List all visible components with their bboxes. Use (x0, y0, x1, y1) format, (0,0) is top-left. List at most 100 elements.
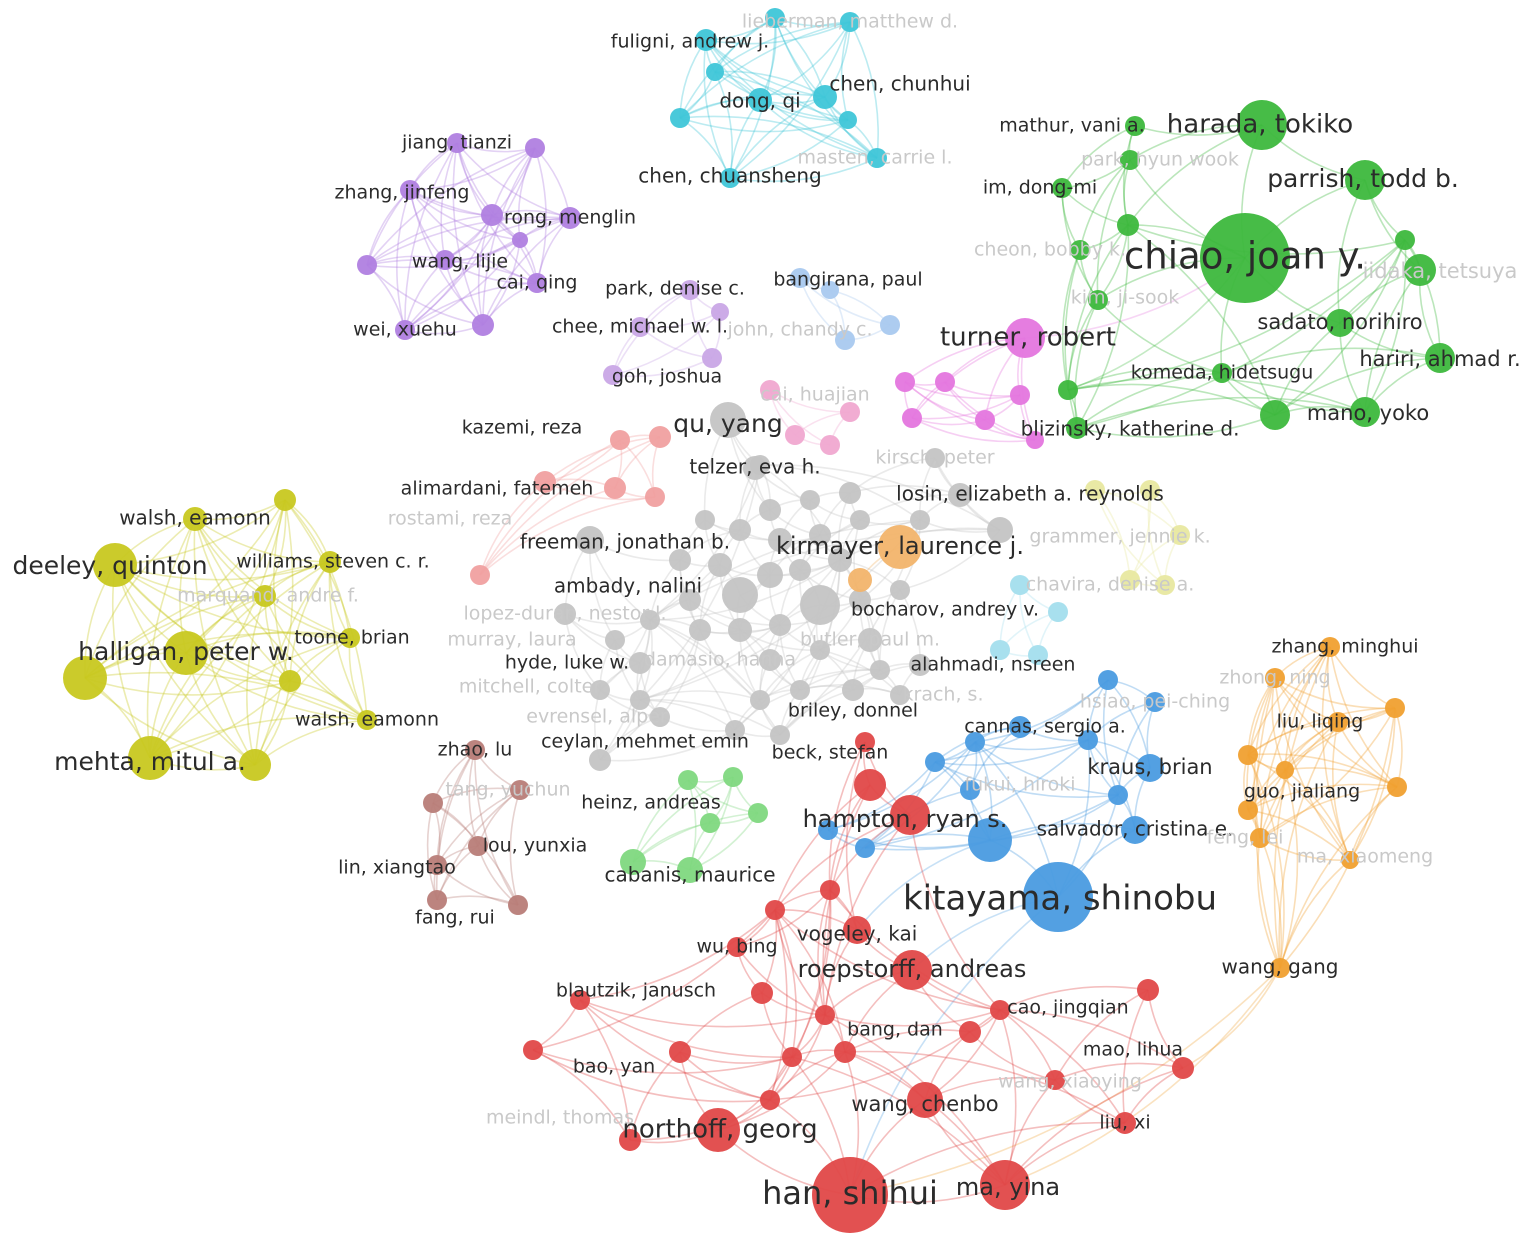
edge (1279, 707, 1396, 969)
node (670, 108, 690, 128)
node (512, 232, 528, 248)
edge (911, 394, 1021, 420)
edge (729, 157, 878, 183)
edge (366, 147, 536, 266)
node (809, 524, 831, 546)
edge (714, 71, 878, 159)
edge (934, 739, 1089, 766)
edge (444, 217, 571, 261)
edge (474, 749, 519, 906)
node (706, 63, 724, 81)
edge (482, 217, 571, 326)
edge (1332, 721, 1351, 861)
edge (1259, 786, 1398, 839)
node-label: cao, jingqian (1007, 997, 1128, 1019)
node-label: lieberman, matthew d. (742, 11, 958, 33)
edge (185, 499, 286, 654)
edge (1274, 677, 1396, 710)
node-label: mitchell, colter (459, 676, 602, 698)
edge (84, 677, 291, 696)
edge (436, 789, 521, 901)
node-label: wang, xiaoying (998, 1071, 1142, 1093)
node-label: marquand, andre f. (177, 585, 359, 607)
edge (769, 909, 788, 1101)
edge (404, 214, 493, 331)
edge (479, 436, 661, 576)
edge (479, 481, 546, 576)
edge (828, 741, 866, 891)
node (820, 880, 840, 900)
edge (904, 381, 1021, 400)
node-label: park, denise c. (605, 278, 745, 300)
edge (149, 499, 286, 759)
edge (759, 99, 878, 159)
node-label: northoff, georg (622, 1115, 817, 1145)
node (890, 580, 910, 600)
edge (1076, 372, 1223, 429)
edge (1274, 677, 1351, 861)
node (1088, 290, 1108, 310)
node-label: masten, carrie l. (797, 147, 952, 169)
node-label: jiang, tianzi (401, 132, 512, 154)
node (357, 255, 377, 275)
node-label: kraus, brian (1087, 755, 1212, 779)
node (867, 148, 887, 168)
node (1237, 100, 1287, 150)
edge (774, 909, 797, 1058)
node (880, 315, 900, 335)
node-label: wang, chenbo (851, 1092, 998, 1116)
edge (146, 518, 196, 759)
edge (1067, 367, 1223, 391)
node (759, 499, 781, 521)
node-label: cai, huajian (760, 384, 869, 406)
edge (84, 632, 351, 679)
node (680, 280, 700, 300)
node (610, 430, 630, 450)
node (729, 519, 751, 541)
node (1108, 785, 1128, 805)
edge (639, 690, 761, 701)
node (854, 769, 886, 801)
edge (904, 381, 1036, 441)
edge (839, 527, 1001, 561)
node-label: im, dong-mi (983, 177, 1097, 199)
node-label: han, shihui (762, 1174, 938, 1212)
edge (911, 417, 1036, 443)
edge (1064, 249, 1081, 429)
edge (779, 669, 881, 736)
edge (114, 561, 331, 581)
node (727, 937, 747, 957)
edge (404, 147, 536, 331)
edge (509, 789, 521, 906)
edge (532, 1049, 631, 1141)
edge (289, 561, 331, 682)
node (785, 425, 805, 445)
edge (759, 668, 881, 701)
node (760, 380, 780, 400)
node (620, 849, 646, 875)
edge (479, 487, 616, 576)
node (835, 330, 855, 350)
node-label: salvador, cristina e. (1037, 817, 1234, 841)
node-label: bangirana, paul (773, 269, 922, 291)
node-label: ambady, nalini (554, 574, 702, 598)
node-label: alimardani, fatemeh (401, 478, 594, 500)
edge (759, 464, 921, 521)
edge (436, 789, 521, 866)
node (400, 180, 420, 200)
node (1345, 160, 1385, 200)
edge (194, 518, 291, 682)
node (757, 562, 783, 588)
edge (649, 619, 761, 701)
node (843, 916, 871, 944)
node-label: freeman, jonathan b. (520, 530, 730, 554)
node (274, 489, 296, 511)
edge (679, 115, 878, 159)
edge (774, 17, 849, 121)
node (890, 795, 930, 835)
node (909, 654, 931, 676)
edge (1094, 489, 1131, 581)
node (748, 88, 772, 112)
node-label: rong, menglin (504, 207, 636, 229)
edge (532, 909, 776, 1051)
